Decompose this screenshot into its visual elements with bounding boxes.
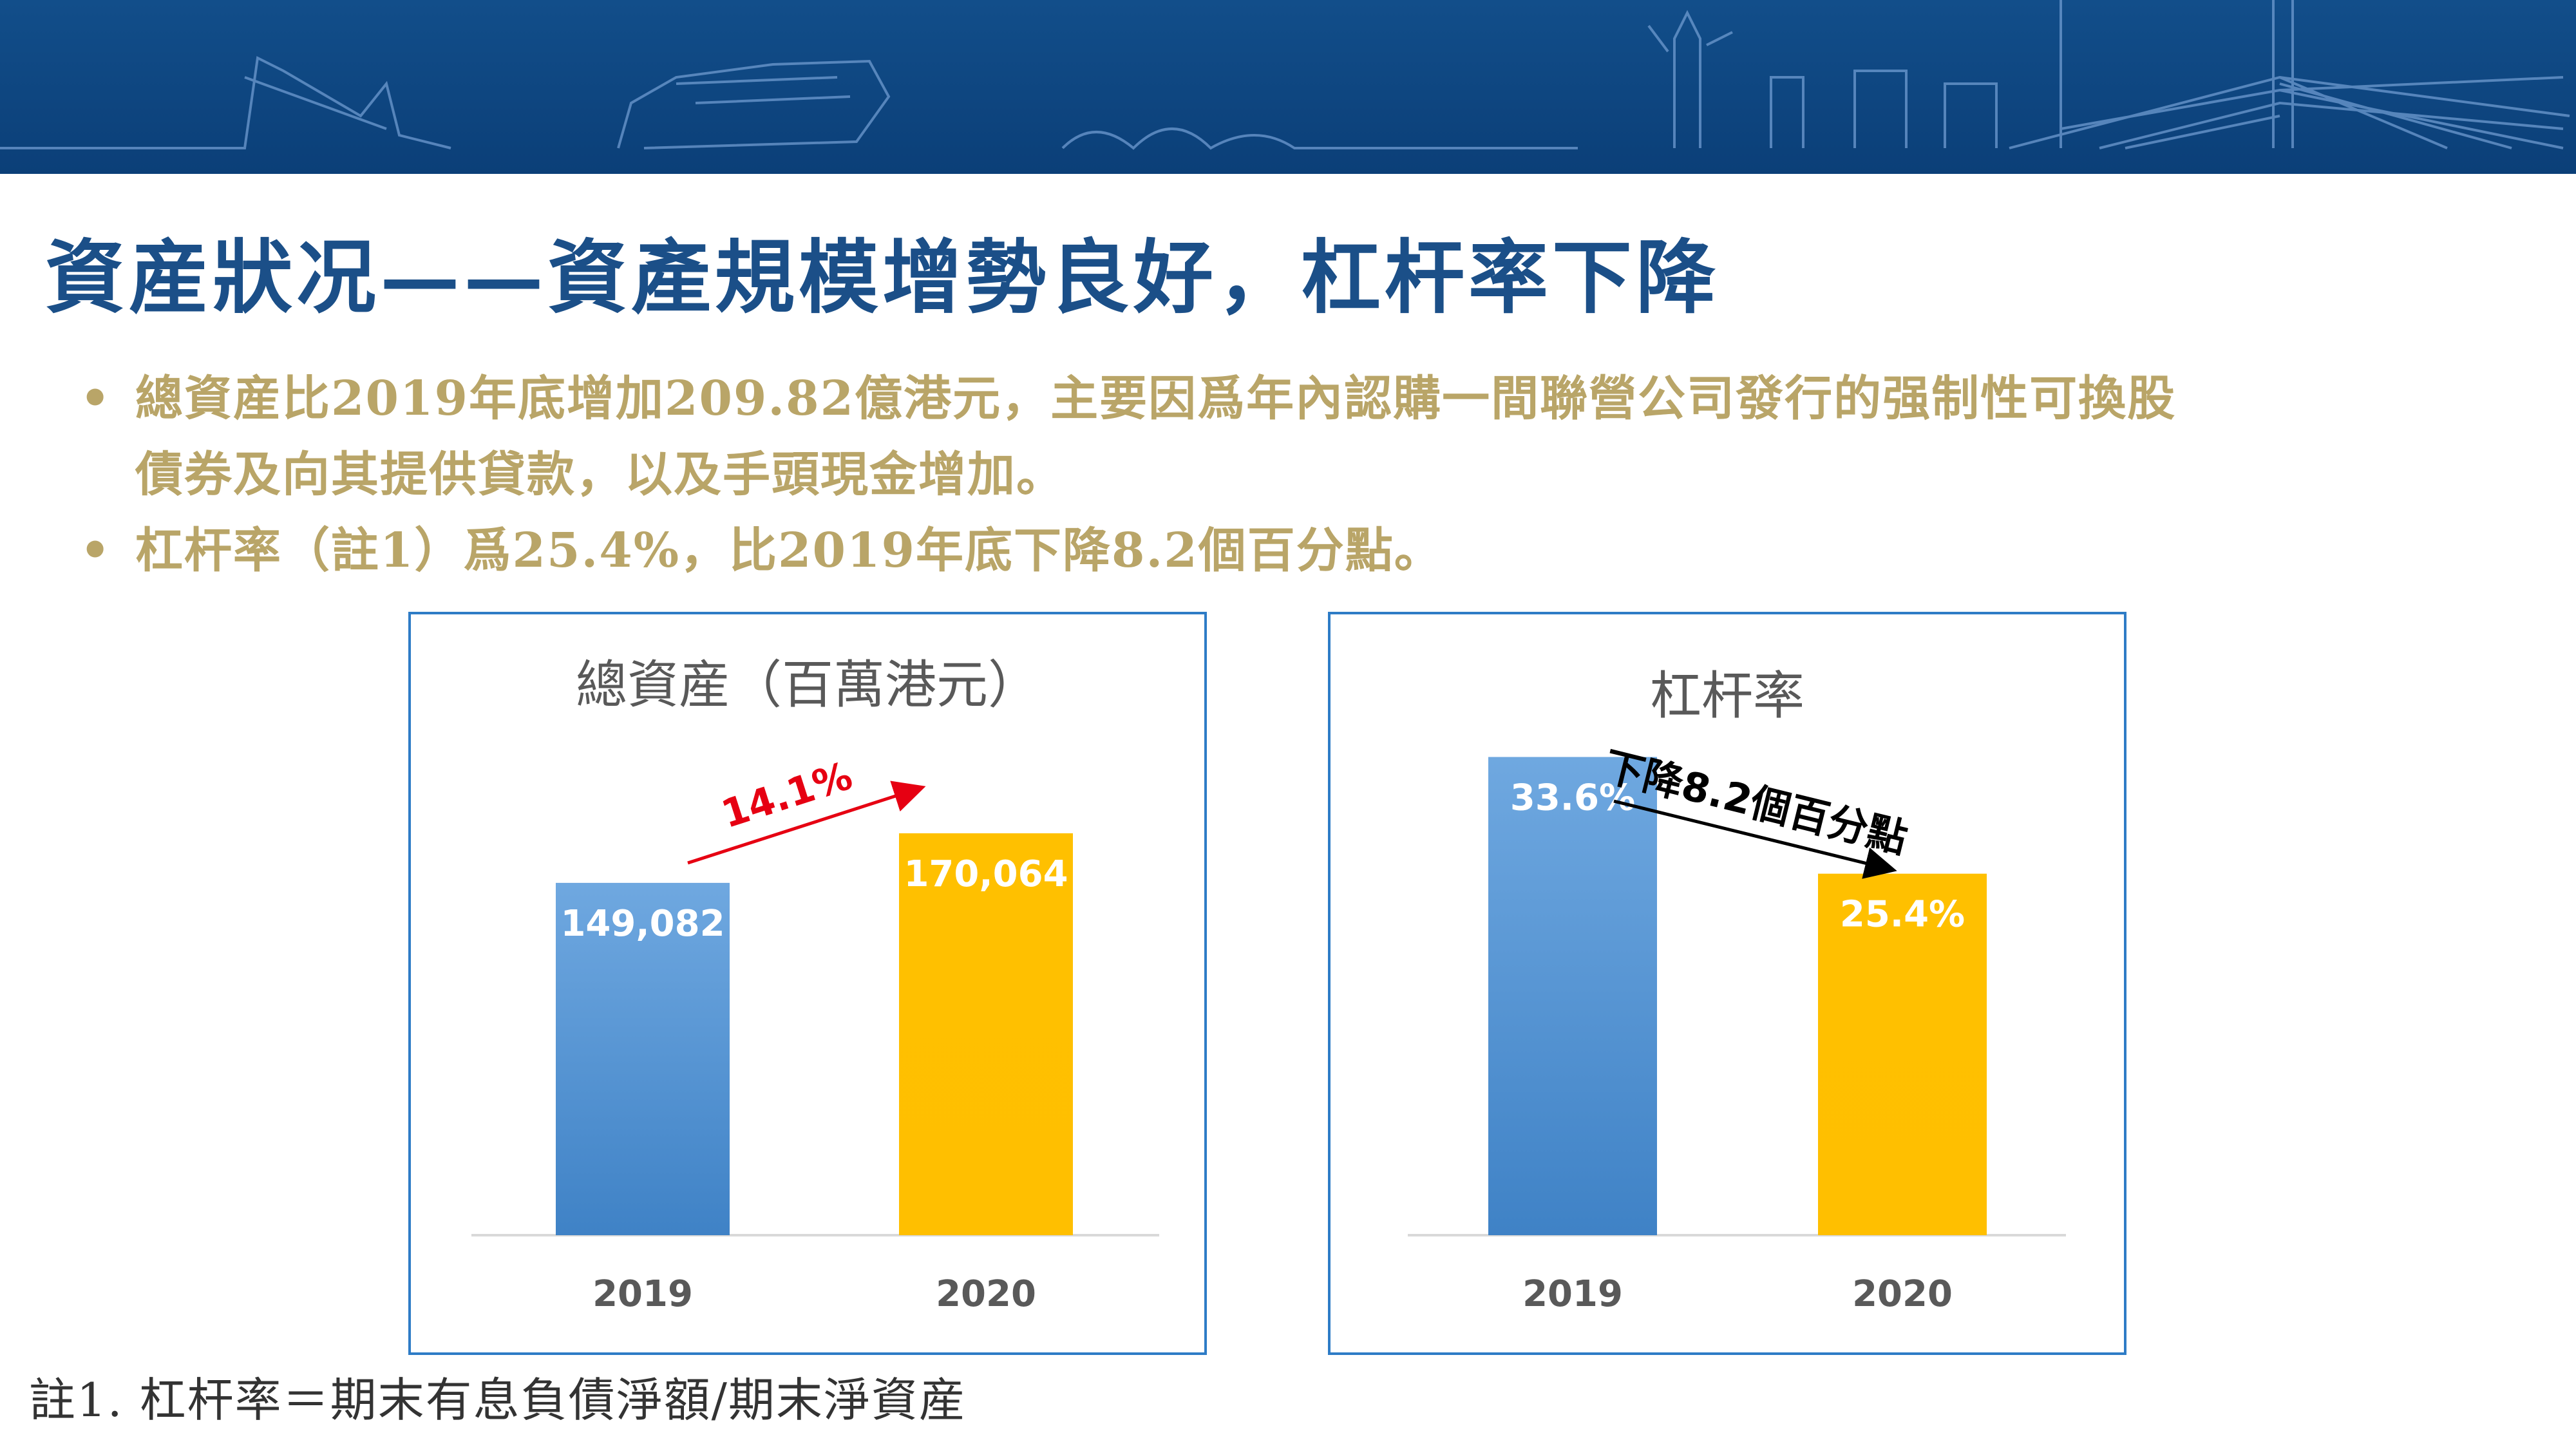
chart-title: 總資産（百萬港元） [576, 655, 1039, 715]
bullet-dot-icon: • [80, 523, 112, 578]
data-label-2020: 25.4% [1840, 894, 1965, 936]
annotation-label: 14.1% [716, 753, 858, 837]
bullet-leverage: • 杠杆率（註1）爲25.4%，比2019年底下降8.2個百分點。 [80, 513, 2389, 589]
x-tick-label-2019: 2019 [592, 1273, 693, 1315]
x-tick-label-2020: 2020 [936, 1273, 1036, 1315]
data-label-2020: 170,064 [904, 853, 1068, 895]
bullet-dot-icon: • [80, 371, 112, 426]
bar-2019 [1488, 757, 1657, 1235]
skyline-decoration [0, 0, 2570, 150]
data-label-2019: 149,082 [560, 903, 724, 945]
bullet-total-assets: • 總資産比2019年底增加209.82億港元，主要因爲年內認購一間聯營公司發行… [80, 361, 2389, 513]
footnote: 註1. 杠杆率＝期末有息負債淨額/期末淨資産 [29, 1373, 967, 1427]
leverage-chart: 杠杆率 33.6% 2019 25.4% 2020 下降8.2個百分點 [1328, 612, 2126, 1355]
total-assets-chart: 總資産（百萬港元） 149,082 2019 170,064 2020 14.1% [408, 612, 1207, 1355]
bullet-text-line: 杠杆率（註1）爲25.4%，比2019年底下降8.2個百分點。 [135, 523, 1443, 578]
trend-arrow [1613, 799, 1897, 879]
data-label-2019: 33.6% [1510, 777, 1635, 819]
page-title: 資産狀况——資產規模增勢良好，杠杆率下降 [45, 231, 1720, 325]
bullet-list: • 總資産比2019年底增加209.82億港元，主要因爲年內認購一間聯營公司發行… [80, 361, 2389, 589]
bullet-text-line: 總資産比2019年底增加209.82億港元，主要因爲年內認購一間聯營公司發行的强… [135, 371, 2177, 426]
x-tick-label-2020: 2020 [1852, 1273, 1953, 1315]
chart-title: 杠杆率 [1650, 666, 1804, 726]
header-banner [0, 0, 2576, 174]
bullet-text-line: 債券及向其提供貸款，以及手頭現金增加。 [135, 447, 1065, 502]
trend-arrow [687, 781, 926, 865]
bar-2020 [1818, 873, 1987, 1235]
total-assets-plot: 149,082 2019 170,064 2020 14.1% [471, 753, 1159, 1315]
bar-2020 [899, 833, 1073, 1235]
bar-2019 [556, 882, 730, 1235]
x-tick-label-2019: 2019 [1522, 1273, 1623, 1315]
